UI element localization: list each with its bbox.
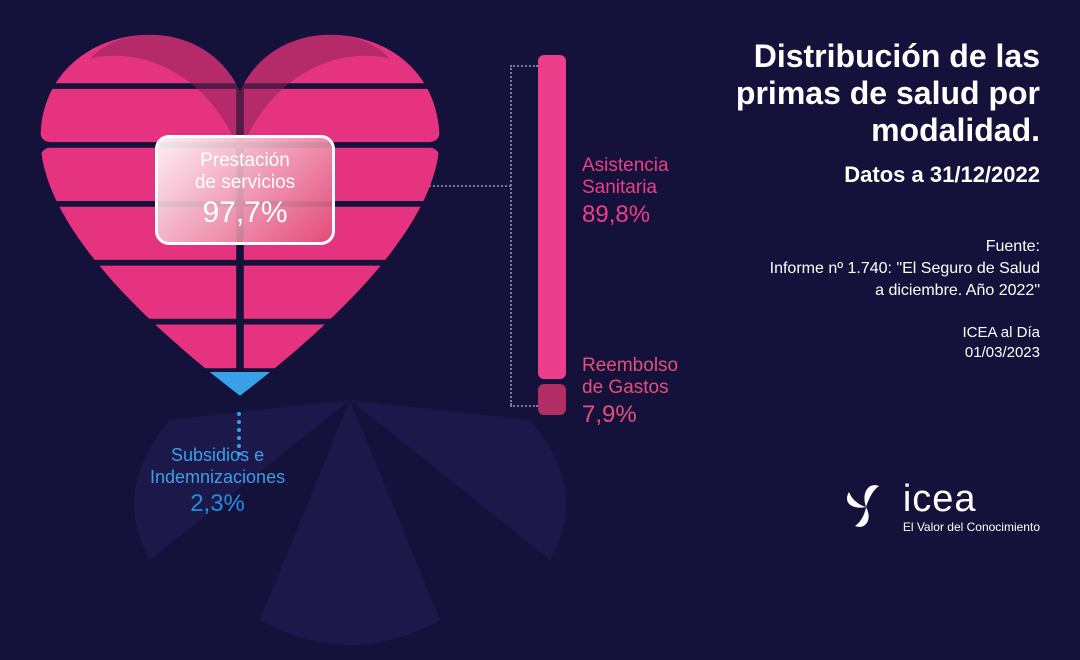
reembolso-label-block: Reembolso de Gastos 7,9% [582, 355, 678, 428]
reembolso-label-l2: de Gastos [582, 377, 678, 399]
subsidios-label-l2: Indemnizaciones [150, 467, 285, 489]
connector-vertical [510, 65, 512, 405]
icea-logo: icea El Valor del Conocimiento [839, 480, 1040, 534]
subsidios-value: 2,3% [150, 490, 285, 518]
reembolso-value: 7,9% [582, 401, 678, 429]
prestacion-box: Prestación de servicios 97,7% [155, 135, 335, 245]
right-text-block: Distribución de las primas de salud por … [660, 38, 1040, 364]
bar-asistencia [538, 55, 566, 379]
title-l3: modalidad. [871, 112, 1040, 148]
prestacion-label-l1: Prestación [200, 150, 290, 172]
subsidios-block: Subsidios e Indemnizaciones 2,3% [150, 445, 285, 518]
subsidios-label-l1: Subsidios e [150, 445, 285, 467]
asistencia-value: 89,8% [582, 201, 669, 229]
bar-reembolso [538, 384, 566, 415]
connector-to-bar-bottom [510, 405, 538, 407]
asistencia-label-l1: Asistencia [582, 155, 669, 177]
brand-l2: 01/03/2023 [965, 344, 1040, 361]
title-l2: primas de salud por [736, 75, 1040, 111]
source-label: Fuente: [986, 238, 1040, 255]
brand-l1: ICEA al Día [962, 324, 1040, 341]
connector-to-bar-top [510, 65, 538, 67]
asistencia-label-block: Asistencia Sanitaria 89,8% [582, 155, 669, 228]
subtitle: Datos a 31/12/2022 [660, 162, 1040, 188]
logo-icon [839, 480, 893, 534]
prestacion-label-l2: de servicios [195, 172, 295, 194]
logo-tagline: El Valor del Conocimiento [903, 520, 1040, 534]
title-l1: Distribución de las [754, 38, 1040, 74]
prestacion-value: 97,7% [202, 196, 287, 230]
asistencia-label-l2: Sanitaria [582, 177, 669, 199]
source-l1: Informe nº 1.740: "El Seguro de Salud [770, 260, 1040, 277]
source-l2: a diciembre. Año 2022" [875, 282, 1040, 299]
logo-name: icea [903, 480, 977, 518]
